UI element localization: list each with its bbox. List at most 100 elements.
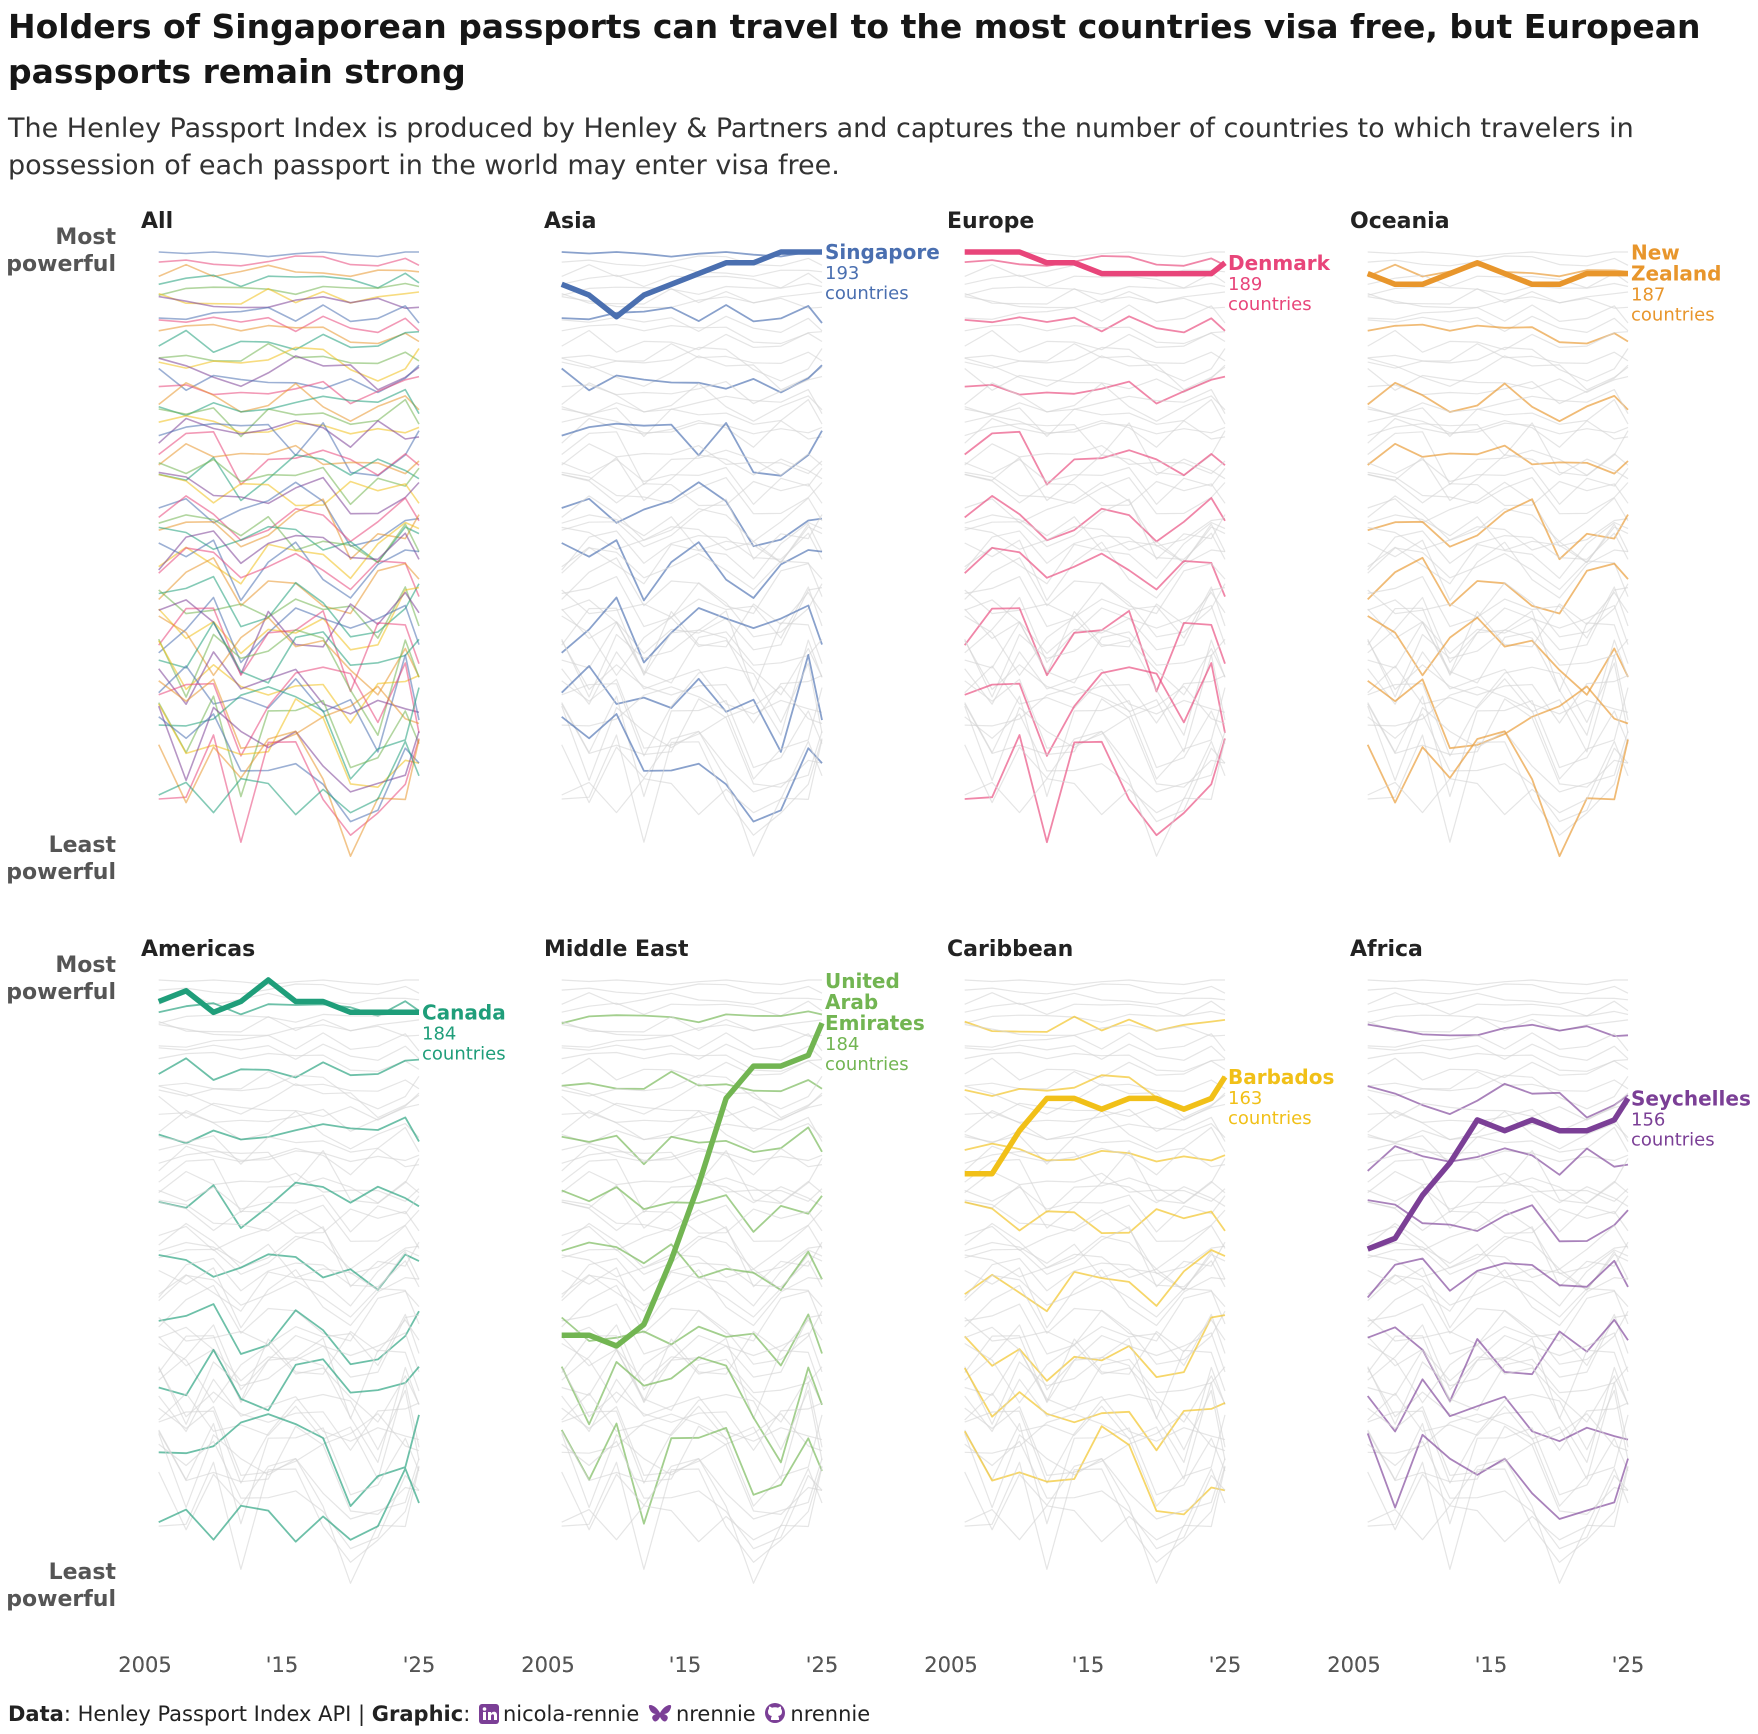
x-tick-label: 2005 [924,1653,977,1677]
passport-line [561,346,823,382]
passport-line [1367,323,1629,345]
x-tick-label: '15 [669,1653,702,1677]
passport-line [964,1182,1226,1229]
passport-line [158,586,420,639]
panel-title: Asia [544,209,597,234]
passport-line [158,1209,420,1275]
passport-line [1367,389,1629,417]
passport-line [158,1074,420,1110]
passport-line [158,713,420,823]
passport-line [963,1425,1226,1516]
passport-line [964,1116,1226,1144]
passport-line [158,398,420,438]
passport-line [561,1010,823,1025]
passport-line [158,329,420,353]
caption-linkedin-handle[interactable]: nicola-rennie [502,1702,640,1726]
passport-line [1367,615,1629,696]
y-label-least-powerful: Least [49,833,117,858]
passport-line [1367,1186,1629,1233]
caption-github-handle[interactable]: nrennie [790,1702,871,1726]
passport-line [158,295,420,309]
passport-line [1367,1016,1629,1033]
passport-line [1367,1314,1629,1382]
passport-line [1367,296,1629,309]
passport-line [1367,495,1629,543]
passport-line [561,992,823,1006]
passport-line [964,1126,1226,1165]
passport-line [1367,1057,1629,1081]
passport-line [964,399,1226,438]
panel-title: Oceania [1350,209,1450,234]
passport-line [561,1314,823,1382]
passport-line [964,1284,1226,1342]
passport-line [158,654,420,753]
passport-line [964,695,1226,798]
passport-line [1367,654,1629,753]
passport-line [561,399,823,438]
passport-line [561,343,823,364]
passport-line [1367,431,1629,486]
y-label-most-powerful: Most [55,953,116,978]
passport-line [1367,1406,1629,1476]
panel-all: All 2005 '15 '25 [118,209,435,1677]
passport-line [964,539,1226,601]
x-tick-label: '25 [1209,1653,1242,1677]
passport-line [1367,381,1629,423]
passport-line [964,389,1226,417]
passport-line [561,1110,823,1150]
passport-line [1367,1413,1629,1507]
passport-line [561,1016,823,1033]
passport-line [964,1158,1226,1213]
passport-line [158,415,420,435]
passport-line [158,355,420,391]
passport-line [1367,983,1629,995]
passport-line [1367,399,1629,438]
passport-line [964,740,1226,816]
passport-line [561,481,823,548]
highlight-line [1366,260,1628,288]
passport-line [964,324,1226,345]
passport-line [964,1257,1226,1298]
highlight-unit: countries [1228,294,1312,315]
passport-line [561,740,823,816]
passport-line [1367,454,1629,502]
passport-line [964,1010,1226,1024]
passport-line [964,979,1225,986]
passport-line [964,1314,1226,1382]
passport-line [964,471,1226,515]
panel-title: Middle East [544,937,689,962]
passport-line [964,1342,1226,1423]
passport-line [1367,621,1629,684]
passport-line [561,730,823,857]
passport-line [964,1303,1226,1365]
passport-line [561,324,823,345]
passport-line [158,678,420,749]
passport-line [1367,662,1629,757]
passport-line [561,389,823,417]
passport-line [561,654,823,753]
passport-line [1367,1074,1629,1110]
passport-line [964,1313,1226,1367]
passport-line [158,1222,420,1270]
passport-line [158,1186,420,1233]
passport-line [561,1313,823,1367]
passport-line [1367,695,1629,798]
passport-line [1367,1249,1629,1312]
caption-bluesky-handle[interactable]: nrennie [675,1702,756,1726]
passport-line [964,1222,1226,1270]
highlight-name: Arab [825,990,878,1014]
passport-line [964,1170,1226,1202]
passport-line [158,1458,420,1584]
passport-line [158,1314,420,1382]
passport-line [158,251,419,258]
passport-line [158,983,420,995]
highlight-line [1366,1096,1631,1252]
passport-line [158,1051,420,1072]
passport-line [1367,1209,1629,1275]
passport-line [1367,1284,1629,1342]
x-tick-label: '15 [1072,1653,1105,1677]
x-tick-label: '15 [266,1653,299,1677]
y-label-most-powerful: Most [55,225,116,250]
